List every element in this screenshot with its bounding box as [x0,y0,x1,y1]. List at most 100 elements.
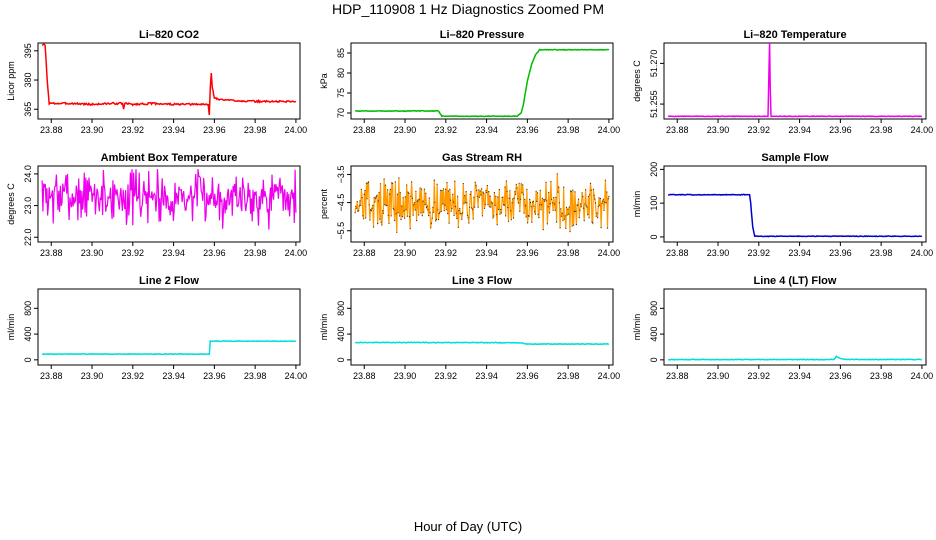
series-point-rh [526,188,528,190]
series-point-rh [358,210,360,212]
x-tick-label-line2: 23.94 [162,371,185,381]
panel-temperature: Li–820 Temperature 23.88 23.90 23.92 23.94 23… [632,29,933,135]
series-point-rh [481,188,483,190]
series-point-rh [579,209,581,211]
series-point-rh [414,209,416,211]
x-tick-label-line4: 23.98 [870,371,893,381]
series-point-rh [593,194,595,196]
series-point-rh [360,188,362,190]
series-point-rh [420,188,423,190]
series-point-rh [399,192,401,194]
x-tick-label-line2: 23.88 [40,371,63,381]
x-tick-label-line2: 23.98 [244,371,267,381]
y-axis-label-line4: ml/min [632,314,642,341]
series-point-rh [396,193,399,195]
series-point-rh [580,203,582,205]
series-point-rh [403,210,405,212]
series-point-rh [365,182,367,184]
series-point-rh [465,191,467,193]
y-tick-label-rh: −5.5 [336,222,346,240]
series-point-rh [380,221,382,223]
series-point-rh [560,215,563,217]
x-tick-label-temperature: 23.98 [870,125,893,135]
x-tick-label-temperature: 24.00 [911,125,934,135]
series-point-rh [466,214,469,216]
y-tick-label-temperature: 51.255 [649,90,659,118]
series-point-rh [512,217,515,219]
series-point-rh [498,208,500,211]
x-tick-label-line2: 23.90 [81,371,104,381]
series-point-rh [581,192,583,194]
series-point-rh [524,205,527,207]
panel-co2: Li–820 CO2 23.88 23.90 23.92 23.94 23.96 23.98… [6,29,307,135]
series-point-rh [563,186,565,188]
series-point-rh [550,181,552,183]
series-point-rh [495,213,498,216]
x-tick-label-line3: 23.92 [435,371,458,381]
y-tick-label-line2: 800 [23,301,33,316]
series-point-rh [496,224,498,226]
series-point-rh [584,203,586,205]
figure-xlabel: Hour of Day (UTC) [414,519,522,534]
series-point-rh [540,209,542,211]
series-point-rh [474,181,476,183]
series-point-rh [536,200,538,202]
series-point-rh [452,201,454,203]
series-point-rh [366,198,368,200]
series-point-rh [379,218,381,220]
series-point-rh [500,212,502,214]
series-point-rh [432,206,434,208]
y-tick-label-ambient: 24.0 [23,165,33,183]
series-point-rh [480,194,482,196]
y-tick-label-co2: 395 [23,43,33,58]
series-point-rh [524,198,526,200]
x-tick-label-rh: 23.88 [353,248,376,258]
y-axis-label-sample: ml/min [632,191,642,218]
series-point-rh [507,206,509,209]
series-point-rh [447,190,449,192]
series-point-rh [475,185,477,187]
series-point-rh [509,190,511,192]
series-point-rh [387,189,389,191]
series-point-rh [445,209,447,211]
series-point-rh [534,213,537,215]
series-point-rh [359,200,361,202]
x-tick-label-pressure: 23.96 [516,125,539,135]
x-tick-label-line2: 23.96 [203,371,226,381]
x-tick-label-line2: 23.92 [122,371,145,381]
series-point-rh [577,198,580,200]
series-point-rh [594,202,597,204]
series-point-rh [490,201,493,203]
x-tick-label-temperature: 23.88 [666,125,689,135]
series-point-rh [530,206,532,208]
series-point-rh [494,204,496,206]
series-point-rh [459,207,461,210]
figure-title: HDP_110908 1 Hz Diagnostics Zoomed PM [332,1,604,17]
series-point-rh [412,214,414,216]
series-point-rh [527,222,529,224]
series-point-rh [580,206,582,208]
series-point-rh [529,201,532,204]
series-point-rh [504,186,506,188]
series-point-rh [587,195,590,197]
series-point-rh [543,199,545,201]
series-point-rh [499,213,501,215]
y-tick-label-pressure: 85 [336,48,346,58]
series-point-rh [522,184,524,186]
series-point-rh [441,190,443,192]
series-point-rh [393,209,395,211]
series-point-rh [485,189,487,191]
series-point-rh [591,221,593,223]
x-tick-label-rh: 23.92 [435,248,458,258]
series-line-line3 [355,341,609,346]
x-tick-label-line3: 23.94 [475,371,498,381]
series-point-rh [463,203,465,205]
series-point-rh [363,193,365,196]
series-point-rh [599,197,602,199]
y-tick-label-pressure: 80 [336,68,346,78]
series-point-rh [491,202,493,204]
series-point-rh [440,189,442,191]
x-tick-label-co2: 23.88 [40,125,63,135]
series-point-rh [602,199,604,201]
series-point-rh [354,212,356,214]
